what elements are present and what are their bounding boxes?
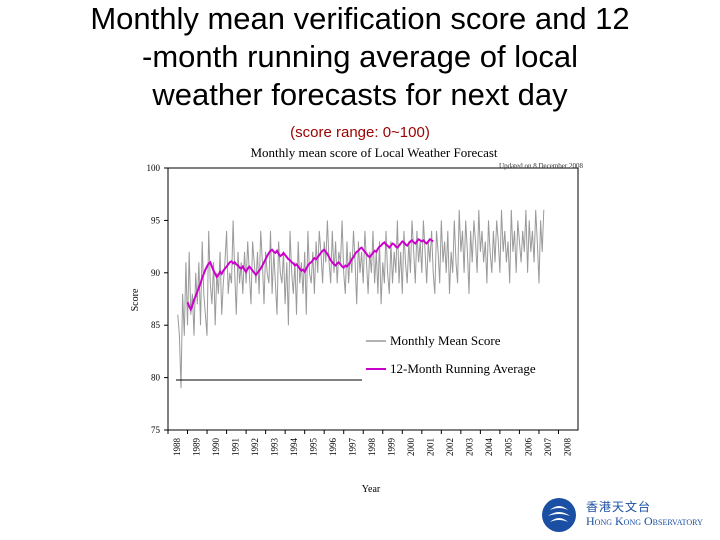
x-tick-label: 1988 [172,438,182,457]
title-line: Monthly mean verification score and 12 [90,1,630,36]
x-tick-label: 1997 [348,438,358,457]
update-note: Updated on 8 December 2008 [499,162,583,170]
x-tick-label: 2008 [562,438,572,457]
x-tick-label: 1998 [367,438,377,457]
x-tick-label: 2006 [523,438,533,457]
y-tick-label: 90 [151,268,161,278]
x-tick-label: 1999 [387,438,397,457]
x-tick-label: 2003 [465,438,475,457]
plot-area [167,167,579,431]
x-tick-label: 1993 [269,438,279,457]
series-12-month-running-average [186,237,434,312]
x-tick-label: 1994 [289,438,299,457]
x-tick-label: 2004 [484,438,494,457]
legend-label-running: 12-Month Running Average [390,361,536,376]
slide-title: Monthly mean verification score and 12 -… [0,0,720,114]
x-tick-label: 2007 [543,438,553,457]
x-tick-label: 1991 [230,438,240,456]
x-tick-label: 2002 [445,438,455,456]
logo-name-en: Hong Kong Observatory [586,514,703,528]
x-tick-label: 2005 [504,437,514,456]
hko-emblem-icon [542,498,576,532]
x-tick-label: 1996 [328,438,338,457]
x-tick-label: 1992 [250,438,260,456]
title-line: weather forecasts for next day [152,77,568,112]
y-tick-label: 75 [151,425,161,435]
legend-box [362,328,574,380]
x-tick-label: 2000 [406,438,416,457]
x-tick-label: 2001 [426,438,436,456]
logo-name-zh: 香港天文台 [586,500,652,514]
title-line: -month running average of local [142,39,578,74]
x-axis-label: Year [362,484,381,495]
y-tick-label: 95 [151,215,161,225]
x-tick-label: 1995 [308,438,318,457]
x-tick-label: 1990 [211,438,221,457]
hko-logo: 香港天文台 Hong Kong Observatory [540,496,716,534]
y-tick-label: 80 [151,373,161,383]
slide-subtitle: (score range: 0~100) [290,124,430,141]
y-tick-label: 100 [147,163,161,173]
legend-label-monthly: Monthly Mean Score [390,333,501,348]
x-tick-label: 1989 [191,438,201,457]
y-axis-label: Score [130,288,141,311]
chart-title: Monthly mean score of Local Weather Fore… [250,145,497,160]
y-tick-label: 85 [151,320,161,330]
